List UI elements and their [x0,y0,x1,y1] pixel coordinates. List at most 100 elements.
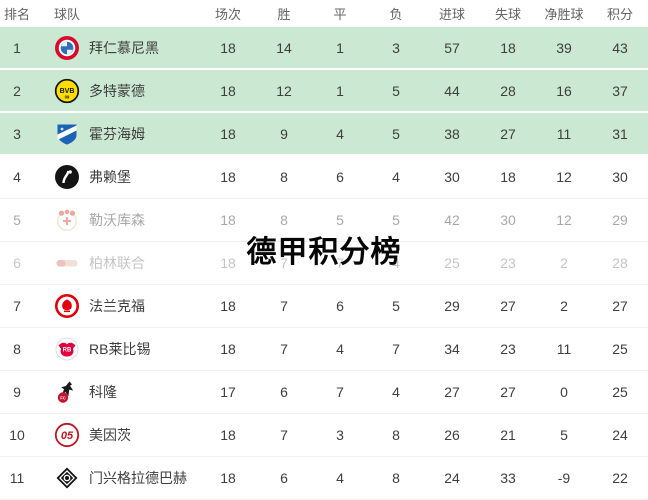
page-title: 德甲积分榜 [246,236,402,269]
rank-cell: 2 [13,82,21,99]
stat-goals-against: 27 [500,384,516,400]
stat-goal-diff: -9 [557,470,571,486]
table-header-row: 排名 球队 场次 胜 平 负 进球 失球 净胜球 积分 [0,0,648,27]
stat-played: 18 [220,82,236,99]
stat-lost: 4 [392,384,400,400]
stat-goal-diff: 0 [560,384,568,400]
stat-played: 18 [220,341,236,357]
team-cell: FC 科隆 [34,379,200,405]
stat-played: 18 [220,39,236,56]
stat-lost: 5 [392,298,400,314]
header-played: 场次 [214,7,241,22]
header-points: 积分 [606,7,633,22]
team-cell: 柏林联合 [34,250,200,276]
stat-played: 18 [220,212,236,228]
team-cell: 勒沃库森 [34,207,200,233]
stat-points: 25 [612,341,628,357]
stat-won: 14 [276,39,292,56]
stat-goals-against: 21 [500,427,516,443]
table-row: 5 勒沃库森 18 8 5 5 42 30 12 29 [0,199,648,242]
team-cell: 霍芬海姆 [34,121,200,147]
stat-goals-for: 26 [444,427,460,443]
stat-won: 6 [280,384,288,400]
stat-played: 18 [220,169,236,185]
stat-played: 18 [220,125,236,142]
stat-points: 25 [612,384,628,400]
stat-goals-against: 33 [500,470,516,486]
stat-goals-against: 27 [500,298,516,314]
stat-points: 43 [612,39,628,56]
stat-goal-diff: 5 [560,427,568,443]
stat-lost: 4 [392,169,400,185]
stat-won: 7 [280,427,288,443]
team-name: 弗赖堡 [89,169,131,185]
rank-cell: 10 [9,427,25,443]
stat-drawn: 4 [336,341,344,357]
team-cell: 拜仁慕尼黑 [34,35,200,61]
stat-played: 18 [220,298,236,314]
team-name: 拜仁慕尼黑 [89,39,159,56]
rank-cell: 6 [13,255,21,271]
stat-goal-diff: 16 [556,82,572,99]
stat-points: 22 [612,470,628,486]
stat-goals-for: 34 [444,341,460,357]
team-name: 勒沃库森 [89,212,145,228]
header-goals-for: 进球 [438,7,465,22]
team-cell: 门兴格拉德巴赫 [34,465,200,491]
table-row: 1 拜仁慕尼黑 18 14 1 3 57 18 39 43 [0,27,648,70]
stat-goals-for: 57 [444,39,460,56]
rank-cell: 3 [13,125,21,142]
stat-drawn: 6 [336,169,344,185]
stat-goal-diff: 11 [556,125,572,142]
stat-drawn: 6 [336,298,344,314]
stat-goals-against: 23 [500,255,516,271]
table-row: 4 弗赖堡 18 8 6 4 30 18 12 30 [0,156,648,199]
stat-drawn: 4 [336,470,344,486]
table-row: 10 05 美因茨 18 7 3 8 26 21 5 24 [0,414,648,457]
stat-won: 12 [276,82,292,99]
stat-points: 28 [612,255,628,271]
team-name: RB莱比锡 [89,341,151,357]
stat-goals-for: 25 [444,255,460,271]
monchengladbach-crest-icon [56,467,78,489]
header-team: 球队 [54,7,81,22]
stat-lost: 8 [392,427,400,443]
stat-goals-for: 42 [444,212,460,228]
stat-won: 6 [280,470,288,486]
team-name: 多特蒙德 [89,82,145,99]
bayern-munich-crest-icon [55,35,79,60]
stat-goal-diff: 2 [560,298,568,314]
stat-won: 7 [280,341,288,357]
stat-goals-against: 23 [500,341,516,357]
stat-lost: 4 [392,255,400,271]
rank-cell: 11 [9,470,25,486]
eintracht-frankfurt-crest-icon [55,294,79,318]
stat-goals-against: 18 [500,169,516,185]
team-cell: RB RB莱比锡 [34,336,200,362]
header-goals-against: 失球 [494,7,521,22]
stat-goal-diff: 2 [560,255,568,271]
svg-text:FC: FC [60,395,66,400]
union-berlin-crest-icon [56,260,78,267]
stat-goals-for: 27 [444,384,460,400]
stat-goals-for: 44 [444,82,460,99]
stat-drawn: 1 [336,39,344,56]
header-rank: 排名 [3,7,30,22]
stat-lost: 8 [392,470,400,486]
table-row: 7 法兰克福 18 7 6 5 29 27 2 27 [0,285,648,328]
table-row: 11 门兴格拉德巴赫 18 6 4 8 24 33 -9 22 [0,457,648,500]
stat-points: 24 [612,427,628,443]
team-name: 法兰克福 [89,298,145,314]
stat-goals-for: 30 [444,169,460,185]
team-name: 霍芬海姆 [89,125,145,142]
rank-cell: 1 [13,39,21,56]
stat-goals-for: 29 [444,298,460,314]
leverkusen-crest-icon [56,209,78,232]
team-cell: BVB 09 多特蒙德 [34,78,200,104]
stat-lost: 5 [392,212,400,228]
stat-goal-diff: 12 [556,169,572,185]
stat-points: 31 [612,125,628,142]
header-won: 胜 [277,7,291,22]
header-goal-diff: 净胜球 [544,7,584,22]
